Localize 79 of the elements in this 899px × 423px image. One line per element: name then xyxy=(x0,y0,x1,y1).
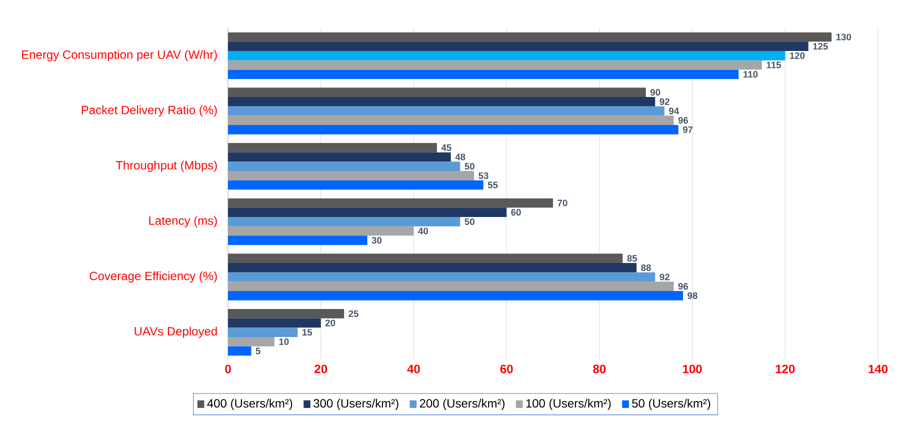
legend-label: 100 (Users/km²) xyxy=(526,398,611,410)
data-label: 115 xyxy=(766,62,781,68)
x-tick-label: 120 xyxy=(776,364,795,374)
data-label: 40 xyxy=(418,228,428,234)
bar xyxy=(228,290,683,300)
y-tick-label: Coverage Efficiency (%) xyxy=(90,271,217,283)
data-label: 92 xyxy=(660,274,670,280)
legend-label: 50 (Users/km²) xyxy=(632,398,710,410)
bar xyxy=(228,70,739,79)
data-label: 50 xyxy=(464,218,474,225)
bar xyxy=(228,180,484,190)
bar xyxy=(228,50,786,60)
data-label: 96 xyxy=(678,283,688,290)
data-label: 88 xyxy=(641,264,651,271)
bar xyxy=(228,272,656,282)
bar xyxy=(228,88,646,97)
legend-label: 400 (Users/km²) xyxy=(207,398,292,410)
bar xyxy=(228,116,674,125)
data-label: 90 xyxy=(650,89,660,96)
data-label: 50 xyxy=(464,163,474,170)
legend-label: 200 (Users/km²) xyxy=(420,398,505,410)
y-tick-label: UAVs Deployed xyxy=(134,326,217,338)
bar xyxy=(228,60,762,70)
data-label: 125 xyxy=(813,43,828,50)
data-label: 48 xyxy=(455,154,466,160)
bar xyxy=(228,96,656,106)
bar xyxy=(228,236,368,245)
data-label: 94 xyxy=(669,108,680,114)
bar xyxy=(228,308,344,318)
bar xyxy=(228,318,321,328)
bar xyxy=(228,124,678,134)
data-label: 60 xyxy=(511,209,521,216)
bar xyxy=(228,216,460,226)
data-label: 55 xyxy=(488,182,498,188)
data-label: 5 xyxy=(256,348,260,354)
bar xyxy=(228,346,252,356)
x-tick-label: 0 xyxy=(225,364,231,374)
y-tick-label: Packet Delivery Ratio (%) xyxy=(82,105,217,117)
bar xyxy=(228,42,808,51)
data-label: 97 xyxy=(682,126,693,133)
y-tick-label: Throughput (Mbps) xyxy=(116,160,217,172)
data-label: 130 xyxy=(836,34,852,40)
bar xyxy=(228,152,451,162)
data-label: 10 xyxy=(279,338,289,345)
bar xyxy=(228,282,674,291)
data-label: 25 xyxy=(348,310,358,317)
bar xyxy=(228,336,274,346)
x-tick-label: 80 xyxy=(593,364,606,374)
bar xyxy=(228,226,414,236)
bar xyxy=(228,208,507,217)
x-tick-label: 60 xyxy=(500,364,513,374)
data-label: 110 xyxy=(744,71,758,78)
x-tick-label: 100 xyxy=(683,364,702,374)
data-label: 20 xyxy=(325,320,336,326)
bar xyxy=(228,142,437,152)
data-label: 120 xyxy=(790,52,805,59)
data-label: 45 xyxy=(441,144,452,151)
data-label: 15 xyxy=(302,329,312,336)
data-label: 85 xyxy=(627,255,638,262)
x-tick-label: 20 xyxy=(314,364,328,374)
bar xyxy=(228,106,664,116)
bar xyxy=(228,328,298,337)
bar xyxy=(228,170,474,180)
data-label: 70 xyxy=(558,200,568,206)
bar xyxy=(228,32,832,42)
x-tick-label: 40 xyxy=(407,364,420,374)
y-tick-label: Latency (ms) xyxy=(149,216,217,228)
data-label: 30 xyxy=(372,237,382,244)
x-tick-label: 140 xyxy=(868,364,888,374)
legend-label: 300 (Users/km²) xyxy=(314,398,398,410)
y-tick-label: Energy Consumption per UAV (W/hr) xyxy=(22,50,217,62)
bar xyxy=(228,254,623,263)
bar xyxy=(228,198,553,208)
data-label: 98 xyxy=(688,292,698,299)
bar xyxy=(228,262,637,272)
bar xyxy=(228,162,460,171)
data-label: 92 xyxy=(660,98,670,105)
data-label: 96 xyxy=(678,117,688,124)
data-label: 53 xyxy=(478,172,488,179)
